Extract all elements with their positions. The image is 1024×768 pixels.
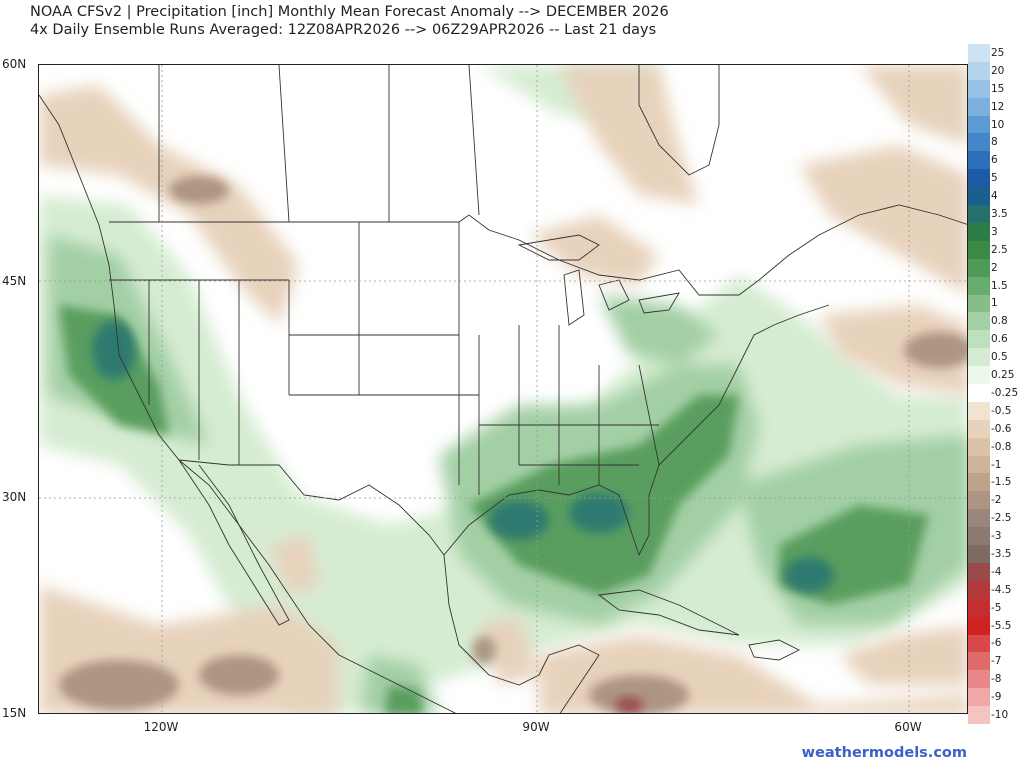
legend-swatch: [968, 634, 990, 653]
chart-subtitle: 4x Daily Ensemble Runs Averaged: 12Z08AP…: [30, 22, 657, 38]
legend-label: 0.25: [991, 369, 1015, 382]
legend-swatch: [968, 598, 990, 618]
legend-swatch: [968, 151, 990, 170]
legend-swatch: [968, 348, 990, 367]
legend-swatch: [968, 187, 990, 206]
legend-swatch: [968, 616, 990, 636]
legend-swatch: [968, 61, 990, 81]
legend-swatch: [968, 473, 990, 492]
legend-label: 2.5: [991, 243, 1008, 256]
legend-label: -4: [991, 565, 1002, 578]
legend-label: 20: [991, 64, 1005, 77]
legend-label: -0.6: [991, 422, 1012, 435]
legend-label: 12: [991, 100, 1005, 113]
legend-label: -2.5: [991, 512, 1012, 525]
lat-label: 30N: [2, 490, 27, 504]
legend-swatch: [968, 670, 990, 689]
legend-swatch: [968, 527, 990, 546]
legend-swatch: [968, 240, 990, 260]
legend-label: 2: [991, 261, 998, 274]
lon-label: 60W: [894, 720, 922, 734]
legend-label: 3: [991, 225, 998, 238]
legend-label: -5.5: [991, 619, 1012, 632]
legend-label: -7: [991, 655, 1002, 668]
legend-swatch: [968, 44, 990, 63]
legend-label: -0.8: [991, 440, 1012, 453]
legend-swatch: [968, 706, 990, 725]
legend-label: 6: [991, 154, 998, 167]
legend-swatch: [968, 652, 990, 671]
legend-swatch: [968, 401, 990, 421]
legend-label: 8: [991, 136, 998, 149]
chart-title: NOAA CFSv2 | Precipitation [inch] Monthl…: [30, 4, 669, 20]
legend-label: -5: [991, 601, 1002, 614]
legend-swatch: [968, 437, 990, 457]
precip-anomaly-dry-strong: [59, 176, 967, 713]
credit-link[interactable]: weathermodels.com: [801, 745, 967, 761]
lon-label: 90W: [522, 720, 550, 734]
legend-label: -3.5: [991, 548, 1012, 560]
legend-label: -1.5: [991, 476, 1012, 489]
legend-label: -6: [991, 637, 1002, 650]
legend-swatch: [968, 276, 990, 296]
legend-label: 0.8: [991, 315, 1008, 328]
lat-label: 45N: [2, 274, 27, 288]
legend-label: 25: [991, 46, 1005, 59]
legend-swatch: [968, 205, 990, 224]
legend-label: 3.5: [991, 208, 1008, 220]
political-boundaries: [39, 65, 967, 713]
legend-label: -8: [991, 673, 1002, 686]
legend-label: -0.5: [991, 404, 1012, 417]
precip-anomaly-wet-core: [92, 320, 834, 593]
legend-swatch: [968, 455, 990, 474]
legend-swatch: [968, 545, 990, 564]
legend-swatch: [968, 419, 990, 439]
graticule: [39, 65, 967, 713]
legend-label: 4: [991, 190, 998, 203]
legend-label: -0.25: [991, 386, 1019, 399]
legend-swatch: [968, 562, 990, 582]
legend-swatch: [968, 366, 990, 385]
legend-swatch: [968, 688, 990, 707]
legend-swatch: [968, 258, 990, 278]
lon-label: 120W: [143, 720, 179, 734]
legend-swatch: [968, 509, 990, 528]
legend-swatch: [968, 580, 990, 600]
legend-swatch: [968, 330, 990, 349]
legend-label: 0.5: [991, 351, 1008, 364]
legend-label: 15: [991, 82, 1005, 95]
legend-label: -2: [991, 494, 1002, 507]
map-canvas: [39, 65, 967, 713]
legend-label: -4.5: [991, 583, 1012, 596]
color-legend: [968, 44, 990, 725]
lat-label: 15N: [2, 706, 27, 720]
legend-label: 0.6: [991, 333, 1008, 346]
legend-label: -3: [991, 530, 1002, 543]
legend-label: 1: [991, 297, 998, 310]
legend-label: 1.5: [991, 279, 1008, 292]
legend-swatch: [968, 384, 990, 403]
precip-anomaly-dry-core: [615, 697, 643, 713]
legend-swatch: [968, 312, 990, 331]
legend-swatch: [968, 115, 990, 134]
legend-label: -10: [991, 709, 1009, 722]
legend-swatch: [968, 169, 990, 188]
forecast-map: [38, 64, 968, 714]
legend-swatch: [968, 491, 990, 510]
legend-label: -1: [991, 458, 1002, 471]
legend-swatch: [968, 97, 990, 117]
legend-label: 5: [991, 172, 998, 185]
legend-swatch: [968, 79, 990, 99]
legend-swatch: [968, 222, 990, 242]
legend-swatch: [968, 133, 990, 152]
legend-label: 10: [991, 118, 1005, 131]
legend-label: -9: [991, 691, 1002, 704]
legend-swatch: [968, 294, 990, 313]
lat-label: 60N: [2, 57, 27, 71]
